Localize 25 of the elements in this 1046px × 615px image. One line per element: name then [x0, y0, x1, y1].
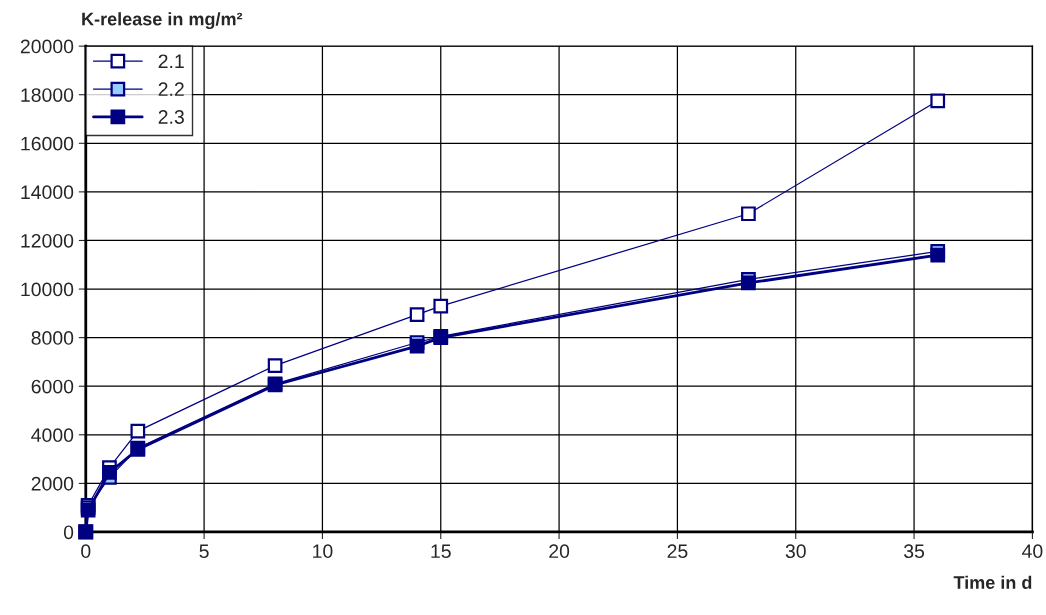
x-tick-label: 0	[81, 544, 91, 559]
y-tick-label: 10000	[21, 282, 74, 297]
y-tick-label: 6000	[31, 379, 74, 394]
x-tick-label: 40	[1022, 544, 1043, 559]
x-axis-title: Time in d	[953, 575, 1032, 589]
y-tick-label: 0	[63, 525, 74, 540]
y-tick-label: 8000	[31, 331, 74, 345]
legend-label: 2.2	[158, 82, 184, 96]
x-tick-label: 30	[785, 544, 806, 559]
y-tick-label: 18000	[21, 88, 74, 102]
y-tick-label: 4000	[31, 428, 74, 443]
y-tick-label: 14000	[21, 185, 74, 200]
y-axis-title: K-release in mg/m²	[82, 12, 243, 30]
x-tick-label: 35	[904, 544, 925, 559]
y-tick-label: 16000	[21, 136, 74, 151]
x-tick-label: 10	[313, 544, 333, 559]
legend-label: 2.1	[158, 54, 184, 68]
x-tick-label: 15	[431, 544, 451, 559]
x-tick-label: 5	[199, 544, 209, 559]
y-tick-label: 12000	[21, 233, 74, 248]
x-tick-label: 25	[667, 544, 688, 559]
x-tick-label: 20	[549, 544, 570, 559]
legend-label: 2.3	[158, 110, 184, 124]
y-tick-label: 20000	[20, 39, 74, 54]
y-tick-label: 2000	[31, 476, 74, 491]
